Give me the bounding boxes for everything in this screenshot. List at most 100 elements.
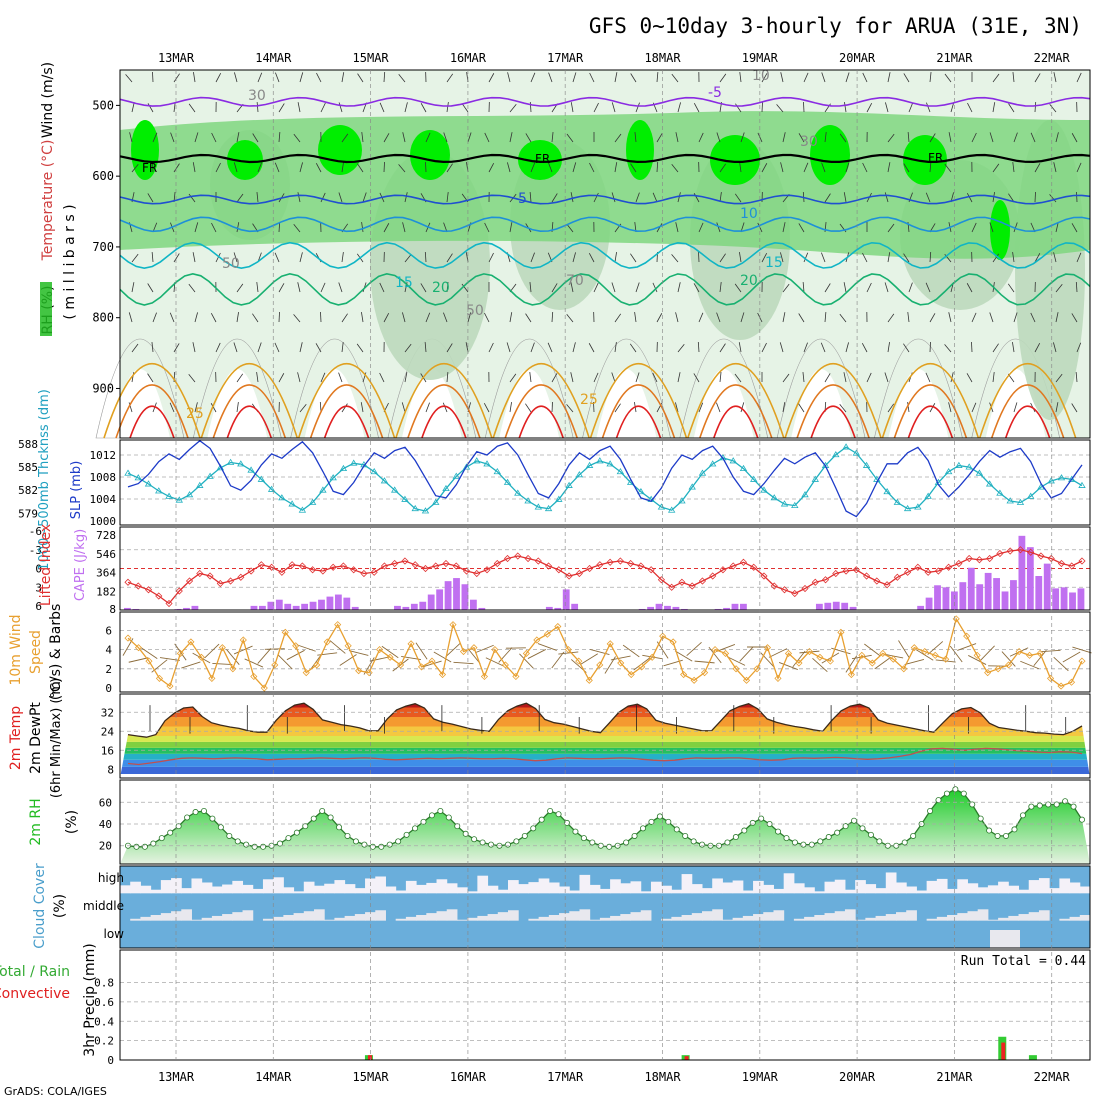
lifted-index-series-point: [791, 589, 799, 598]
wind-barb: [824, 312, 827, 323]
rh-saturated-core: [710, 135, 760, 185]
wind-barb: [635, 372, 640, 383]
wind-barb: [278, 221, 281, 233]
cape-bar: [740, 603, 747, 610]
wind-barb: [824, 193, 831, 203]
thickness-series-point: [329, 474, 337, 481]
thickness-series-point: [852, 449, 861, 456]
rh-2m-series-point: [369, 843, 376, 850]
wind-barb: [908, 102, 914, 113]
wind-barb: [782, 312, 786, 323]
ylabel-cloud-unit: (%): [52, 894, 68, 918]
rh-2m-series-point: [791, 839, 798, 846]
cape-bar: [1043, 563, 1051, 610]
wind-speed-series-point: [302, 669, 310, 677]
thickness-series-point: [965, 463, 973, 470]
wind-barb: [446, 253, 453, 263]
rh-2m-series-point: [386, 841, 393, 848]
wind-barb: [488, 73, 495, 83]
isotherm-10: [119, 216, 1091, 233]
lifted-index-series-point: [801, 584, 809, 593]
rh-2m-series-point: [243, 841, 250, 848]
wind-barb: [1075, 372, 1078, 383]
lifted-index-series-point: [288, 561, 296, 569]
high-cloud-gap: [691, 884, 703, 894]
rh-2m-series-point: [876, 838, 883, 845]
rh-tick-label: 60: [99, 796, 112, 809]
surface-wind-barb: [159, 657, 180, 661]
wind-barb: [992, 102, 996, 113]
lifted-index-series-point: [268, 563, 276, 571]
wind-barb: [188, 283, 196, 293]
surface-wind-barb: [339, 654, 357, 666]
wind-barb: [693, 283, 700, 293]
surface-wind-barb: [1062, 651, 1081, 663]
wind-barb: [675, 402, 679, 413]
surface-wind-barb: [904, 658, 925, 666]
thickness-series-point: [985, 480, 994, 487]
lifted-index-series-point: [986, 554, 994, 563]
surface-wind-barb: [537, 643, 557, 651]
thickness-tick-label: 585: [18, 461, 38, 474]
middle-cloud-gap: [395, 918, 407, 921]
wind-barb: [761, 101, 763, 113]
wind-speed-series-point: [795, 659, 803, 667]
wind-barb: [929, 162, 932, 173]
isotherm-25: [978, 362, 1077, 439]
wind-speed-series-point: [239, 636, 247, 644]
rh-2m-series-point: [530, 825, 537, 832]
thickness-series-point: [1027, 492, 1035, 499]
rh-contour: [95, 338, 185, 439]
contour-label: 50: [222, 256, 240, 272]
wind-barb: [593, 372, 599, 383]
lifted-index-series-point: [442, 559, 450, 568]
wind-speed-series-point: [931, 651, 939, 659]
wind-barb: [379, 372, 385, 383]
wind-barb: [948, 312, 952, 323]
lifted-index-series-point: [524, 554, 532, 563]
wind-barb: [903, 73, 910, 83]
rh-2m-series-point: [901, 839, 908, 846]
wind-barb: [278, 132, 281, 143]
wind-barb: [525, 133, 532, 143]
wind-barb: [802, 372, 805, 383]
middle-cloud-gap: [763, 912, 774, 921]
wind-barb: [967, 102, 973, 113]
wind-barb: [278, 311, 280, 323]
lifted-index-series-point: [873, 577, 881, 585]
thickness-series-point: [1068, 475, 1076, 482]
wind-barb: [570, 372, 574, 383]
wind-barb: [424, 251, 427, 263]
rh-2m-series-point: [521, 832, 528, 839]
thickness-series-point: [288, 500, 296, 507]
thickness-series-point: [944, 467, 953, 475]
contour-label: 30: [248, 88, 266, 104]
wind-barb: [529, 101, 532, 113]
thickness-series-point: [903, 504, 912, 512]
surface-wind-barb: [1072, 646, 1092, 654]
surface-wind-barb: [140, 647, 158, 659]
wind-barb: [971, 341, 973, 353]
wind-speed-series-point: [973, 651, 981, 659]
high-cloud-gap: [140, 885, 152, 894]
thickness-tick-label: 582: [18, 484, 38, 497]
wind-barb: [821, 72, 826, 83]
wind-barb: [446, 102, 449, 113]
cape-bar: [545, 606, 553, 610]
wind-barb: [484, 222, 490, 233]
wind-speed-series-point: [564, 646, 572, 654]
rh-2m-series-point: [986, 827, 993, 834]
lifted-index-series-point: [698, 577, 707, 585]
thickness-series: [127, 446, 1083, 512]
wind-barb: [257, 342, 262, 353]
isotherm-30: [407, 384, 481, 439]
wind-speed-series-point: [774, 674, 782, 682]
wind-barb: [398, 73, 406, 83]
cape-bar: [655, 603, 663, 610]
wind-barb: [739, 162, 742, 173]
wind-barb: [971, 132, 977, 143]
rh-2m-series-point: [673, 826, 680, 833]
high-cloud-gap: [569, 890, 580, 894]
lifted-index-series-point: [678, 578, 686, 586]
date-label-top: 16MAR: [450, 51, 487, 65]
